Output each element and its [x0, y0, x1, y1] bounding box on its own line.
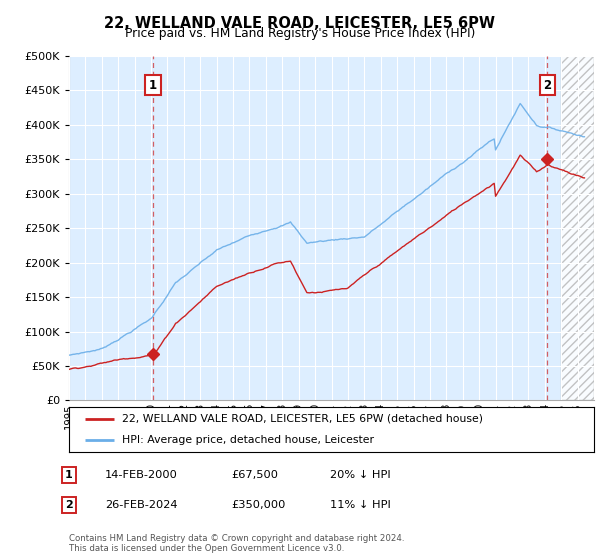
- Text: 2: 2: [543, 79, 551, 92]
- Bar: [561, 56, 594, 400]
- Text: 22, WELLAND VALE ROAD, LEICESTER, LE5 6PW (detached house): 22, WELLAND VALE ROAD, LEICESTER, LE5 6P…: [121, 414, 482, 424]
- Text: 1: 1: [149, 79, 157, 92]
- Text: 22, WELLAND VALE ROAD, LEICESTER, LE5 6PW: 22, WELLAND VALE ROAD, LEICESTER, LE5 6P…: [104, 16, 496, 31]
- Text: 11% ↓ HPI: 11% ↓ HPI: [330, 500, 391, 510]
- Text: Contains HM Land Registry data © Crown copyright and database right 2024.
This d: Contains HM Land Registry data © Crown c…: [69, 534, 404, 553]
- Text: 2: 2: [65, 500, 73, 510]
- Text: £67,500: £67,500: [231, 470, 278, 480]
- Bar: [561, 56, 594, 400]
- Text: £350,000: £350,000: [231, 500, 286, 510]
- Text: HPI: Average price, detached house, Leicester: HPI: Average price, detached house, Leic…: [121, 435, 373, 445]
- Text: 1: 1: [65, 470, 73, 480]
- Text: 14-FEB-2000: 14-FEB-2000: [105, 470, 178, 480]
- Text: 26-FEB-2024: 26-FEB-2024: [105, 500, 178, 510]
- Text: 20% ↓ HPI: 20% ↓ HPI: [330, 470, 391, 480]
- Text: Price paid vs. HM Land Registry's House Price Index (HPI): Price paid vs. HM Land Registry's House …: [125, 27, 475, 40]
